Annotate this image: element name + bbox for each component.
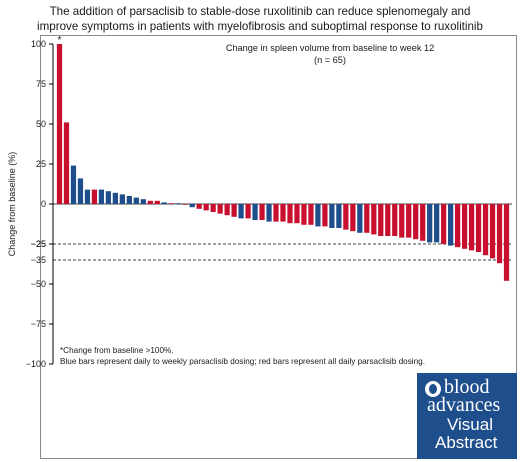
bar — [63, 122, 70, 204]
bar — [441, 204, 447, 244]
bar — [252, 204, 258, 220]
bar — [154, 200, 160, 204]
bar — [308, 204, 314, 225]
bar — [315, 204, 321, 227]
page-title: The addition of parsaclisib to stable-do… — [0, 4, 520, 34]
chart-subtitle-block: Change in spleen volume from baseline to… — [180, 42, 480, 66]
bar — [189, 204, 195, 208]
bar — [378, 204, 384, 236]
title-line-1: The addition of parsaclisib to stable-do… — [49, 5, 471, 18]
bar — [329, 204, 335, 228]
bar — [259, 204, 265, 220]
bar — [231, 204, 237, 217]
y-tick-label: −25 — [31, 239, 46, 249]
bar — [168, 203, 174, 204]
bar — [98, 189, 105, 204]
bar — [266, 204, 272, 222]
chart-title: Change in spleen volume from baseline to… — [225, 43, 435, 53]
bar — [468, 204, 475, 251]
y-tick-label: −100 — [26, 359, 46, 369]
bar — [287, 204, 293, 224]
bar — [77, 178, 84, 204]
blood-drop-icon — [425, 381, 441, 397]
bar — [182, 204, 188, 205]
bar — [392, 204, 398, 236]
y-tick-label: −50 — [31, 279, 46, 289]
y-tick-label: 100 — [31, 39, 46, 49]
y-tick-label: 50 — [36, 119, 46, 129]
bar — [343, 204, 349, 230]
chart-n-label: (n = 65) — [314, 55, 346, 65]
bar — [56, 44, 63, 204]
y-tick-label: 75 — [36, 79, 46, 89]
bar — [489, 204, 496, 259]
bar — [301, 204, 307, 225]
bar — [238, 204, 244, 219]
bar — [203, 204, 209, 211]
reference-tick-label: −25 — [31, 239, 46, 249]
bar — [126, 196, 132, 204]
bar — [175, 203, 181, 204]
bar — [371, 204, 377, 235]
bar — [454, 204, 461, 248]
bar — [399, 204, 405, 238]
bar — [475, 204, 482, 252]
bar — [336, 204, 342, 228]
reference-tick-label: −35 — [31, 255, 46, 265]
bar — [280, 204, 286, 222]
bar — [210, 204, 216, 212]
footnote-1: *Change from baseline >100%. — [60, 346, 174, 355]
bar — [461, 204, 468, 249]
bar — [119, 194, 125, 204]
footnotes: *Change from baseline >100%. Blue bars r… — [60, 346, 425, 367]
bar-annotation: * — [58, 35, 62, 46]
bar — [482, 204, 489, 256]
bar — [406, 204, 412, 238]
bar — [413, 204, 419, 240]
bar — [112, 192, 118, 204]
logo-line-4: Abstract — [435, 433, 498, 452]
bar — [385, 204, 391, 236]
bar — [322, 204, 328, 227]
bar — [294, 204, 300, 224]
title-line-2: improve symptoms in patients with myelof… — [37, 20, 483, 33]
logo-line-2: advances — [427, 394, 501, 416]
bar — [224, 204, 230, 216]
bar — [357, 204, 363, 233]
bar — [420, 204, 426, 241]
footnote-2: Blue bars represent daily to weekly pars… — [60, 356, 425, 366]
y-tick-label: 0 — [41, 199, 46, 209]
bar — [70, 165, 77, 204]
bar — [503, 204, 510, 281]
bar — [448, 204, 454, 246]
bar — [84, 189, 91, 204]
y-tick-label: −75 — [31, 319, 46, 329]
bar — [91, 189, 98, 204]
bar — [105, 191, 112, 204]
bar — [273, 204, 279, 222]
bar — [140, 199, 146, 204]
bar — [161, 202, 167, 204]
bar — [350, 204, 356, 232]
bar — [496, 204, 503, 264]
bar — [427, 204, 433, 243]
bar — [364, 204, 370, 233]
visual-abstract-logo: blood advances Visual Abstract — [417, 373, 517, 459]
logo-line-3: Visual — [447, 415, 493, 434]
bar — [196, 204, 202, 209]
logo-line-1: blood — [444, 376, 490, 398]
bar — [434, 204, 440, 243]
bar — [133, 197, 139, 204]
chart-frame — [40, 35, 517, 459]
bar — [147, 200, 153, 204]
bar — [245, 204, 251, 219]
y-tick-label: 25 — [36, 159, 46, 169]
bar — [217, 204, 223, 214]
